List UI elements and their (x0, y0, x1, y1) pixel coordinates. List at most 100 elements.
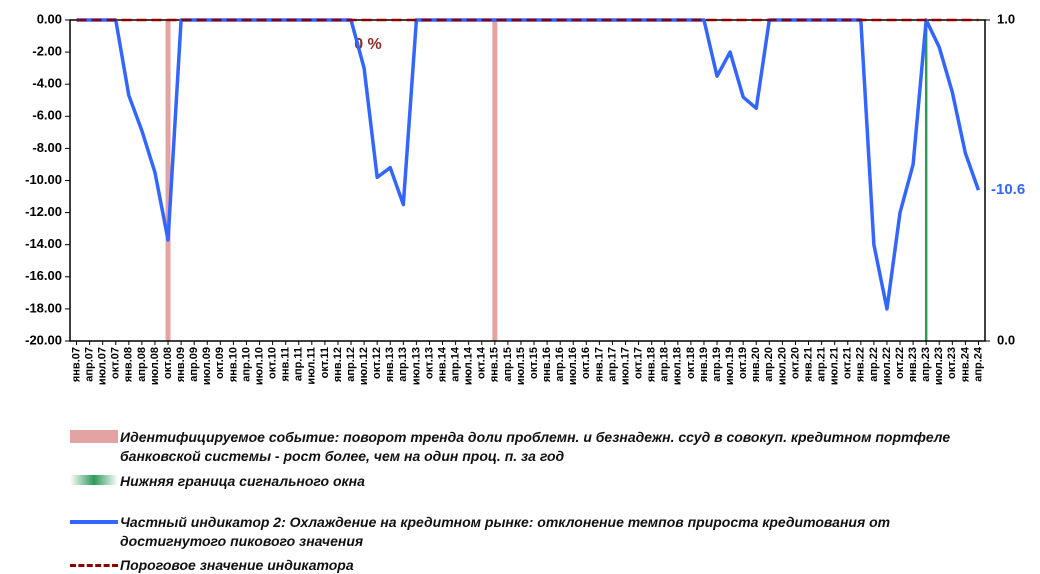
x-tick-label: янв.14 (436, 346, 448, 382)
x-tick-label: янв.24 (959, 346, 971, 382)
x-tick-label: окт.14 (476, 346, 488, 379)
x-tick-label: июл.15 (515, 347, 527, 385)
x-tick-label: апр.07 (84, 347, 96, 382)
x-tick-label: окт.09 (214, 347, 226, 379)
legend-swatch (70, 428, 118, 444)
legend-swatch (70, 556, 118, 572)
legend-swatch (70, 513, 118, 529)
event-bar (924, 20, 928, 341)
x-tick-label: июл.08 (149, 347, 161, 385)
x-tick-label: окт.12 (371, 347, 383, 379)
x-tick-label: июл.13 (410, 347, 422, 385)
x-tick-label: июл.22 (881, 347, 893, 385)
y-tick-label: -6.00 (32, 108, 62, 123)
x-tick-label: окт.08 (162, 347, 174, 379)
legend-label: Частный индикатор 2: Охлаждение на креди… (120, 514, 891, 549)
legend-item: Пороговое значение индикатора (70, 556, 1000, 574)
x-tick-label: окт.18 (685, 347, 697, 379)
x-tick-label: окт.15 (528, 347, 540, 379)
x-tick-label: апр.19 (711, 347, 723, 382)
y-tick-label: -8.00 (32, 140, 62, 155)
legend-label: Идентифицируемое событие: поворот тренда… (120, 429, 951, 464)
x-tick-label: апр.08 (136, 347, 148, 382)
x-tick-label: янв.18 (646, 347, 658, 382)
x-tick-label: апр.16 (554, 347, 566, 382)
last-value-label: -10.6 (991, 181, 1025, 198)
chart: 0 % -20.00 -18.00 -16.00 -14.00 -12.00 -10.00… (25, 11, 1025, 385)
legend-label: Нижняя граница сигнального окна (120, 473, 365, 489)
x-tick-label: янв.08 (123, 347, 135, 382)
x-tick-label: июл.23 (933, 347, 945, 385)
x-tick-label: апр.23 (920, 347, 932, 382)
x-tick-label: янв.21 (802, 347, 814, 382)
x-tick-label: апр.11 (293, 347, 305, 381)
event-bar (492, 20, 498, 341)
x-tick-label: июл.21 (829, 347, 841, 385)
annotation: 0 % (354, 36, 382, 53)
x-tick-label: окт.10 (267, 347, 279, 379)
x-tick-label: окт.07 (110, 347, 122, 379)
legend-item: Частный индикатор 2: Охлаждение на креди… (70, 513, 1000, 551)
x-tick-label: июл.17 (619, 347, 631, 385)
x-tick-label: окт.23 (946, 347, 958, 379)
x-tick-label: апр.15 (502, 347, 514, 382)
x-tick-label: янв.07 (70, 347, 82, 382)
y2-tick-label: 0.0 (997, 332, 1015, 347)
y-tick-label: -2.00 (32, 44, 62, 59)
x-tick-label: апр.20 (763, 347, 775, 382)
y-tick-label: -14.00 (25, 236, 62, 251)
y-tick-label: -20.00 (25, 332, 62, 347)
x-tick-label: апр.18 (659, 347, 671, 382)
x-tick-label: окт.22 (894, 347, 906, 379)
x-tick-label: янв.22 (855, 347, 867, 382)
x-tick-label: апр.10 (240, 347, 252, 382)
legend-item: Идентифицируемое событие: поворот тренда… (70, 428, 1000, 466)
plot-frame (69, 19, 986, 342)
x-tick-label: апр.14 (450, 346, 462, 382)
event-bar (165, 20, 171, 341)
indicator-line (76, 18, 981, 311)
x-tick-label: июл.10 (253, 347, 265, 385)
x-tick-label: янв.11 (280, 347, 292, 382)
x-tick-label: янв.23 (907, 347, 919, 382)
x-tick-label: янв.20 (750, 347, 762, 382)
x-tick-label: янв.12 (332, 347, 344, 382)
x-tick-label: июл.18 (672, 347, 684, 385)
legend-swatch (70, 472, 118, 488)
x-tick-label: июл.14 (463, 346, 475, 385)
x-tick-label: апр.12 (345, 347, 357, 382)
x-tick-label: апр.17 (606, 347, 618, 382)
x-tick-label: июл.09 (201, 347, 213, 385)
x-tick-label: янв.10 (227, 347, 239, 382)
legend-item: Нижняя граница сигнального окна (70, 472, 1000, 491)
x-tick-label: окт.11 (319, 347, 331, 378)
x-tick-label: янв.16 (541, 347, 553, 382)
x-tick-label: июл.16 (567, 347, 579, 385)
y-tick-label: 0.00 (37, 11, 62, 26)
x-tick-label: окт.17 (633, 347, 645, 379)
y-tick-label: -16.00 (25, 268, 62, 283)
x-tick-label: янв.19 (698, 347, 710, 382)
legend-label: Пороговое значение индикатора (120, 557, 354, 573)
x-tick-label: окт.13 (423, 347, 435, 379)
y2-tick-label: 1.0 (997, 11, 1015, 26)
y-tick-label: -18.00 (25, 300, 62, 315)
x-tick-label: июл.11 (306, 347, 318, 385)
x-tick-label: июл.07 (97, 347, 109, 385)
x-tick-label: апр.21 (816, 347, 828, 382)
x-tick-label: окт.19 (737, 347, 749, 379)
x-tick-label: июл.12 (358, 347, 370, 385)
x-tick-label: окт.20 (789, 347, 801, 379)
x-tick-label: апр.09 (188, 347, 200, 382)
x-tick-label: апр.13 (397, 347, 409, 382)
x-tick-label: окт.16 (580, 347, 592, 379)
x-tick-label: янв.13 (384, 347, 396, 382)
x-tick-label: июл.19 (724, 347, 736, 385)
x-tick-label: янв.15 (489, 347, 501, 382)
x-tick-label: июл.20 (776, 347, 788, 385)
x-tick-label: окт.21 (842, 347, 854, 379)
x-tick-label: апр.24 (972, 346, 984, 382)
y-tick-label: -10.00 (25, 172, 62, 187)
x-tick-label: янв.09 (175, 347, 187, 382)
